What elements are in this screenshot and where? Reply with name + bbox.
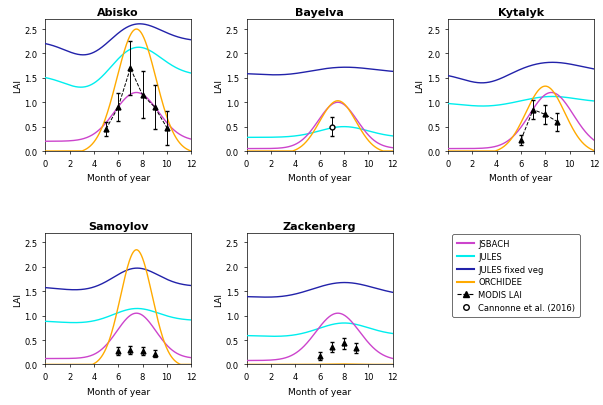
Y-axis label: LAI: LAI [13, 79, 22, 93]
X-axis label: Month of year: Month of year [87, 387, 150, 396]
Y-axis label: LAI: LAI [415, 79, 425, 93]
Legend: JSBACH, JULES, JULES fixed veg, ORCHIDEE, MODIS LAI, Cannonne et al. (2016): JSBACH, JULES, JULES fixed veg, ORCHIDEE… [452, 234, 580, 317]
Title: Zackenberg: Zackenberg [283, 221, 356, 231]
Y-axis label: LAI: LAI [214, 292, 223, 306]
X-axis label: Month of year: Month of year [490, 174, 552, 183]
Y-axis label: LAI: LAI [214, 79, 223, 93]
Title: Bayelva: Bayelva [295, 8, 344, 18]
Title: Samoylov: Samoylov [88, 221, 148, 231]
Title: Abisko: Abisko [97, 8, 139, 18]
X-axis label: Month of year: Month of year [288, 387, 351, 396]
Y-axis label: LAI: LAI [13, 292, 22, 306]
Title: Kytalyk: Kytalyk [498, 8, 544, 18]
X-axis label: Month of year: Month of year [288, 174, 351, 183]
X-axis label: Month of year: Month of year [87, 174, 150, 183]
